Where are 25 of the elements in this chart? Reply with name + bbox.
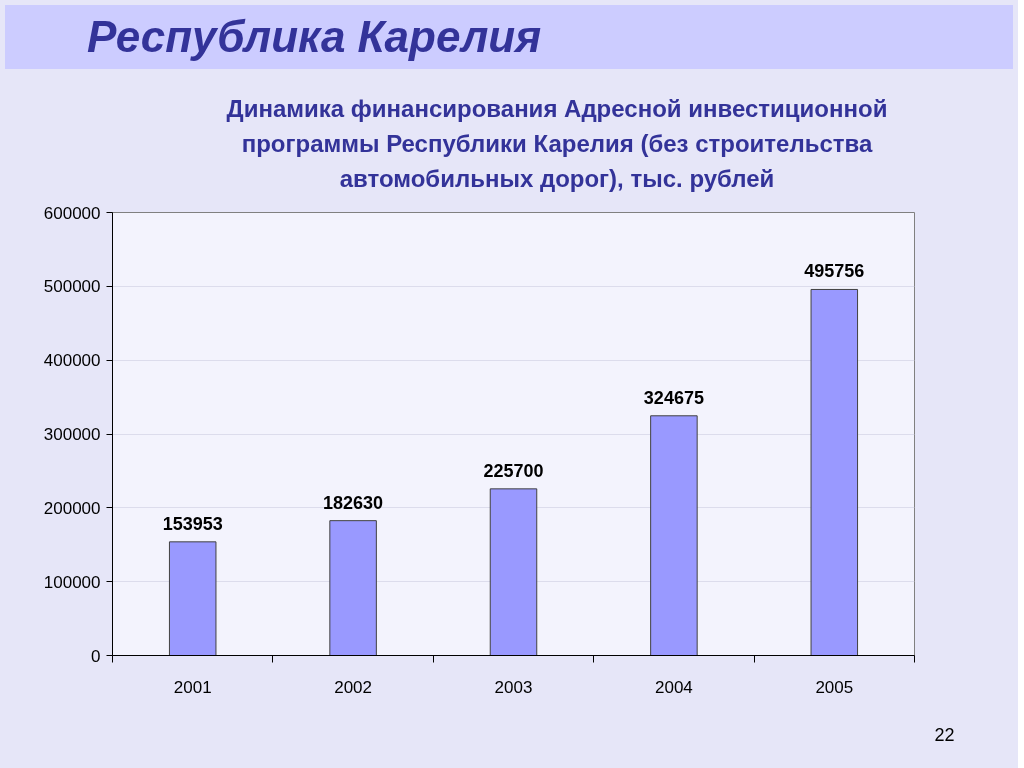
chart-subtitle: Динамика финансирования Адресной инвестиционной программы Республики Карелия (без строительства автомобильных дорог), тыс. рублей xyxy=(225,94,889,194)
data-label: 324675 xyxy=(643,387,704,408)
text: 22 xyxy=(934,724,955,745)
data-label: 495756 xyxy=(804,261,865,282)
bar xyxy=(650,415,698,656)
y-tick-label: 0 xyxy=(91,646,101,666)
y-tick-label: 200000 xyxy=(43,498,101,518)
bar xyxy=(168,541,217,656)
chart-title: Республика Карелия xyxy=(87,11,542,63)
y-tick-label: 500000 xyxy=(43,277,101,297)
data-label: 182630 xyxy=(323,492,384,513)
x-tick-label: 2003 xyxy=(494,677,533,697)
bar xyxy=(489,488,538,656)
y-tick-label: 400000 xyxy=(43,351,101,371)
data-label: 225700 xyxy=(483,460,544,481)
bar xyxy=(329,520,377,656)
x-tick-label: 2004 xyxy=(654,677,693,697)
y-tick-label: 100000 xyxy=(43,572,101,592)
y-tick-label: 300000 xyxy=(43,425,101,444)
x-tick-label: 2001 xyxy=(173,677,212,697)
bar xyxy=(810,288,859,656)
x-tick-label: 2005 xyxy=(815,677,854,697)
x-tick-label: 2002 xyxy=(334,677,373,697)
data-label: 153953 xyxy=(162,513,223,534)
y-tick-label: 600000 xyxy=(43,203,101,223)
